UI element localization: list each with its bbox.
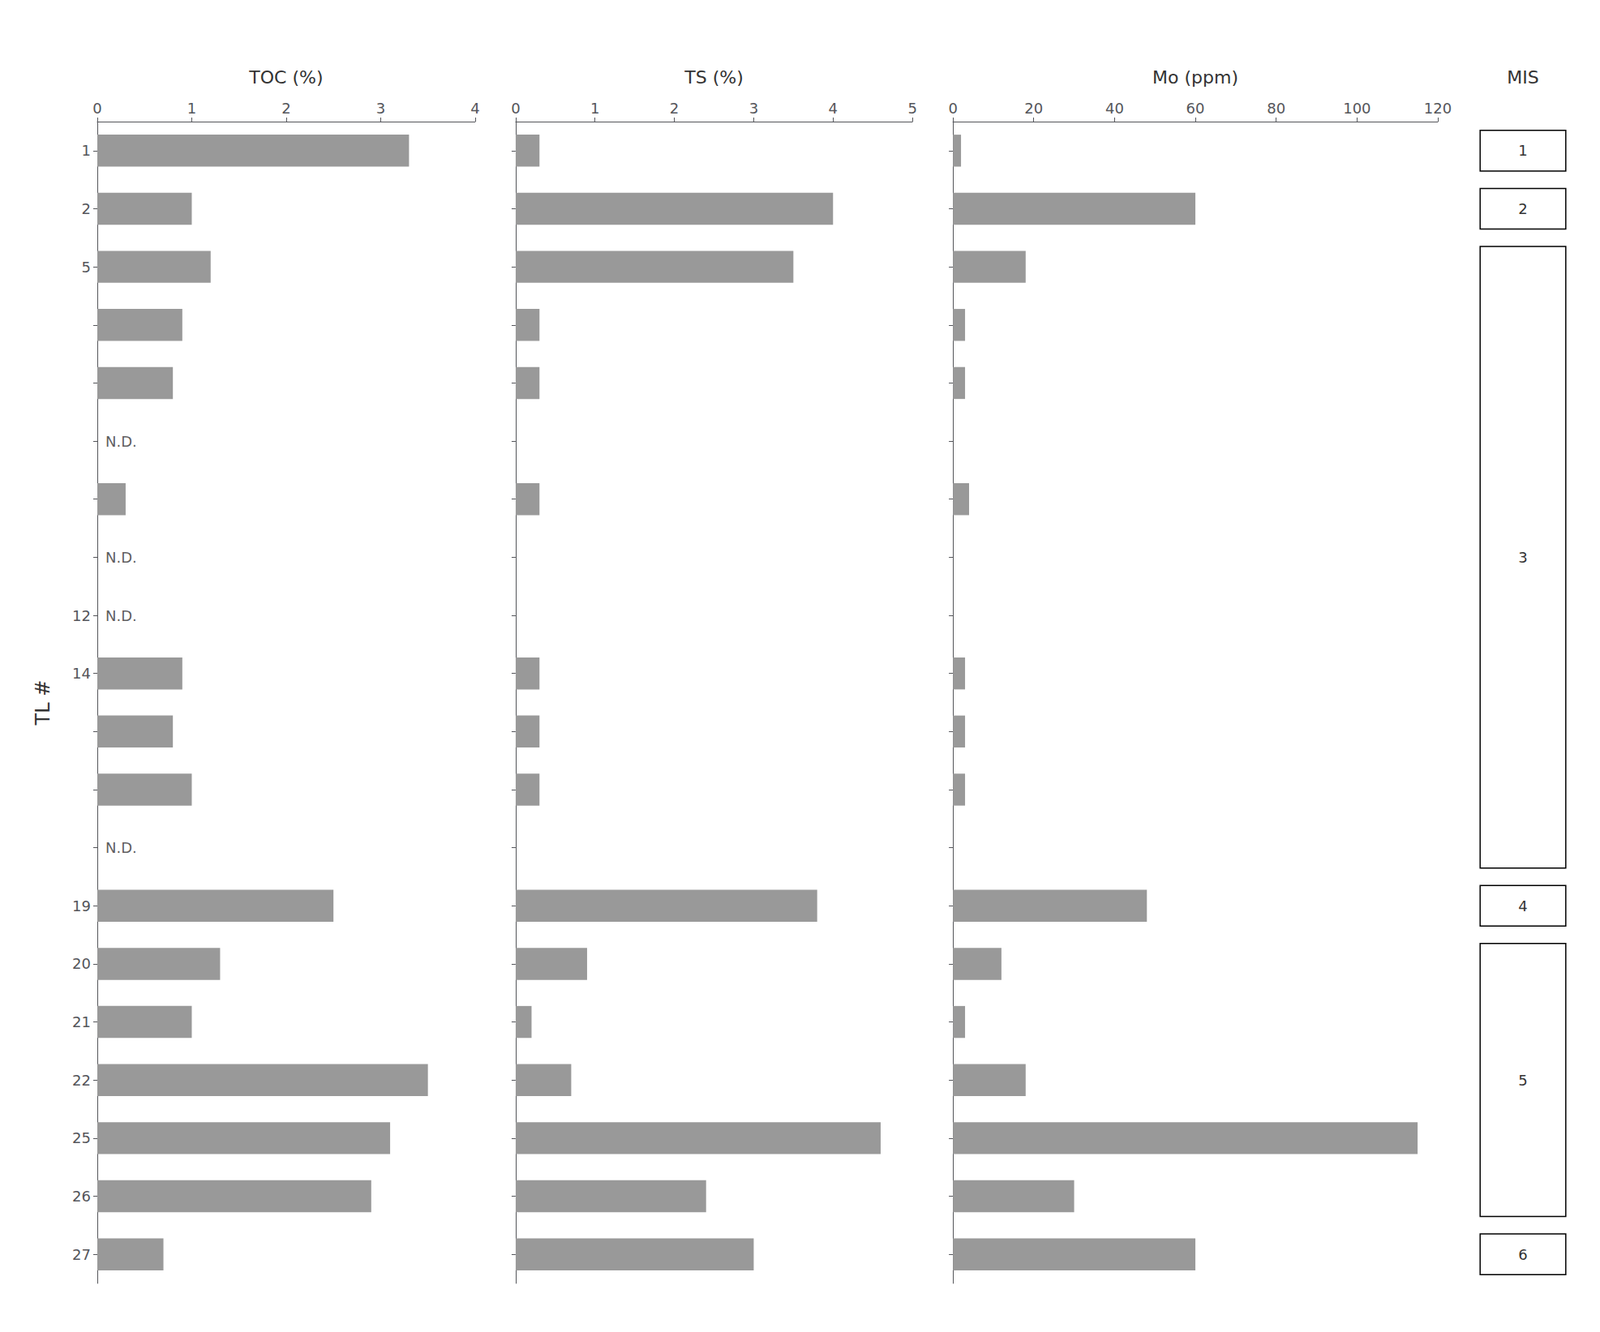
svg-text:5: 5 bbox=[81, 258, 91, 276]
svg-text:14: 14 bbox=[72, 664, 91, 683]
svg-text:1: 1 bbox=[1518, 141, 1528, 159]
svg-text:2: 2 bbox=[281, 99, 291, 117]
svg-text:0: 0 bbox=[510, 99, 520, 117]
svg-text:3: 3 bbox=[749, 99, 759, 117]
svg-text:4: 4 bbox=[1518, 897, 1528, 915]
svg-text:N.D.: N.D. bbox=[105, 549, 138, 567]
svg-text:5: 5 bbox=[1518, 1072, 1528, 1090]
svg-text:1: 1 bbox=[590, 99, 600, 117]
svg-text:80: 80 bbox=[1266, 99, 1286, 117]
svg-text:26: 26 bbox=[72, 1188, 91, 1206]
svg-text:4: 4 bbox=[470, 99, 480, 117]
svg-text:TL #: TL # bbox=[31, 680, 55, 727]
svg-text:3: 3 bbox=[376, 99, 386, 117]
svg-text:N.D.: N.D. bbox=[105, 839, 138, 857]
svg-text:12: 12 bbox=[72, 607, 91, 625]
svg-text:22: 22 bbox=[72, 1072, 91, 1090]
svg-text:Mo (ppm): Mo (ppm) bbox=[1152, 67, 1239, 88]
svg-text:0: 0 bbox=[947, 99, 957, 117]
svg-text:2: 2 bbox=[81, 200, 91, 218]
svg-text:5: 5 bbox=[907, 99, 917, 117]
svg-text:40: 40 bbox=[1105, 99, 1124, 117]
svg-text:120: 120 bbox=[1424, 99, 1452, 117]
svg-text:MIS: MIS bbox=[1506, 67, 1539, 88]
svg-text:TOC (%): TOC (%) bbox=[248, 67, 323, 88]
svg-text:100: 100 bbox=[1342, 99, 1371, 117]
svg-text:TS (%): TS (%) bbox=[683, 67, 743, 88]
svg-text:N.D.: N.D. bbox=[105, 607, 138, 625]
svg-text:4: 4 bbox=[828, 99, 838, 117]
svg-text:2: 2 bbox=[669, 99, 679, 117]
svg-text:1: 1 bbox=[81, 141, 91, 159]
svg-text:21: 21 bbox=[72, 1013, 91, 1031]
svg-text:1: 1 bbox=[187, 99, 197, 117]
svg-text:19: 19 bbox=[72, 897, 91, 915]
svg-text:2: 2 bbox=[1518, 200, 1528, 218]
svg-text:N.D.: N.D. bbox=[105, 433, 138, 451]
svg-text:20: 20 bbox=[72, 955, 91, 973]
svg-text:27: 27 bbox=[72, 1246, 91, 1264]
svg-text:20: 20 bbox=[1024, 99, 1043, 117]
svg-text:25: 25 bbox=[72, 1129, 91, 1147]
svg-text:3: 3 bbox=[1518, 549, 1528, 567]
svg-text:60: 60 bbox=[1186, 99, 1206, 117]
svg-text:6: 6 bbox=[1518, 1246, 1528, 1264]
svg-text:0: 0 bbox=[92, 99, 102, 117]
